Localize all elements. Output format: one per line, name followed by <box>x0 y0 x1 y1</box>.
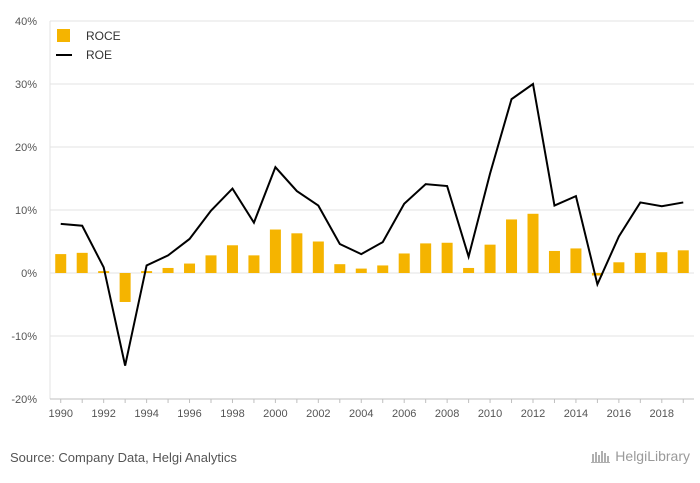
roce-bar <box>248 255 260 273</box>
roe-line <box>60 82 684 366</box>
y-tick-label: -20% <box>11 394 37 406</box>
legend: ROCE ROE <box>56 29 121 62</box>
roce-bars <box>55 213 689 302</box>
roce-bar <box>98 271 110 273</box>
y-axis: 40% 30% 20% 10% 0% -10% -20% <box>11 16 37 406</box>
roce-bar <box>269 229 281 273</box>
roce-bar <box>677 250 689 273</box>
y-tick-label: -10% <box>11 331 37 343</box>
roce-bar <box>312 241 324 273</box>
legend-roce-swatch <box>57 29 70 42</box>
roce-bar <box>463 267 475 273</box>
x-tick-label: 2012 <box>521 408 545 420</box>
chart: 40%30%20%10%0%-10%-20% 1990 1992 1994 1996 1… <box>11 16 694 420</box>
x-tick-label: 2016 <box>607 408 631 420</box>
roce-bar <box>184 263 196 273</box>
brand-name: HelgiLibrary <box>615 448 690 464</box>
roce-bar <box>398 253 410 273</box>
roce-bar <box>570 248 582 273</box>
x-tick-label: 1998 <box>220 408 244 420</box>
x-tick-label: 2000 <box>263 408 287 420</box>
x-tick-label: 2002 <box>306 408 330 420</box>
x-tick-label: 1994 <box>134 408 158 420</box>
roce-bar <box>141 271 153 273</box>
roce-bar <box>420 243 432 273</box>
roce-bar <box>591 273 603 276</box>
roce-bar <box>527 213 539 273</box>
x-tick-label: 2006 <box>392 408 416 420</box>
x-axis: 1990 1992 1994 1996 1998 2000 2002 2004 2006 2008… <box>48 398 694 420</box>
legend-roe-label: ROE <box>86 48 112 62</box>
y-tick-label: 0% <box>21 268 37 280</box>
roce-bar <box>226 245 238 273</box>
roce-bar <box>484 244 496 273</box>
gridlines <box>49 20 694 400</box>
x-tick-label: 1996 <box>177 408 201 420</box>
roce-bar <box>506 219 518 273</box>
x-tick-label: 2010 <box>478 408 502 420</box>
y-tick-label: 30% <box>15 79 37 91</box>
roce-bar <box>613 262 625 273</box>
roce-bar <box>548 250 560 273</box>
roce-bar <box>355 268 367 273</box>
library-icon <box>591 449 611 463</box>
roce-bar <box>634 252 646 273</box>
y-tick-label: 40% <box>15 16 37 28</box>
roce-bar <box>334 264 346 273</box>
legend-roce-label: ROCE <box>86 29 121 43</box>
y-tick-label: 10% <box>15 205 37 217</box>
y-tick-label: 20% <box>15 142 37 154</box>
x-tick-label: 2004 <box>349 408 373 420</box>
roce-bar <box>377 265 389 273</box>
source-note: Source: Company Data, Helgi Analytics <box>10 450 237 465</box>
x-tick-label: 2014 <box>564 408 588 420</box>
roce-bar <box>162 267 174 273</box>
x-tick-label: 2008 <box>435 408 459 420</box>
roce-bar <box>656 252 668 273</box>
x-tick-label: 1990 <box>48 408 72 420</box>
roce-bar <box>205 255 217 273</box>
x-tick-label: 2018 <box>650 408 674 420</box>
roce-bar <box>441 242 453 273</box>
roce-bar <box>119 273 131 302</box>
roce-bar <box>291 233 303 273</box>
brand-logo[interactable]: HelgiLibrary <box>591 448 690 464</box>
x-tick-label: 1992 <box>91 408 115 420</box>
roce-bar <box>55 254 67 273</box>
roce-bar <box>76 252 88 273</box>
